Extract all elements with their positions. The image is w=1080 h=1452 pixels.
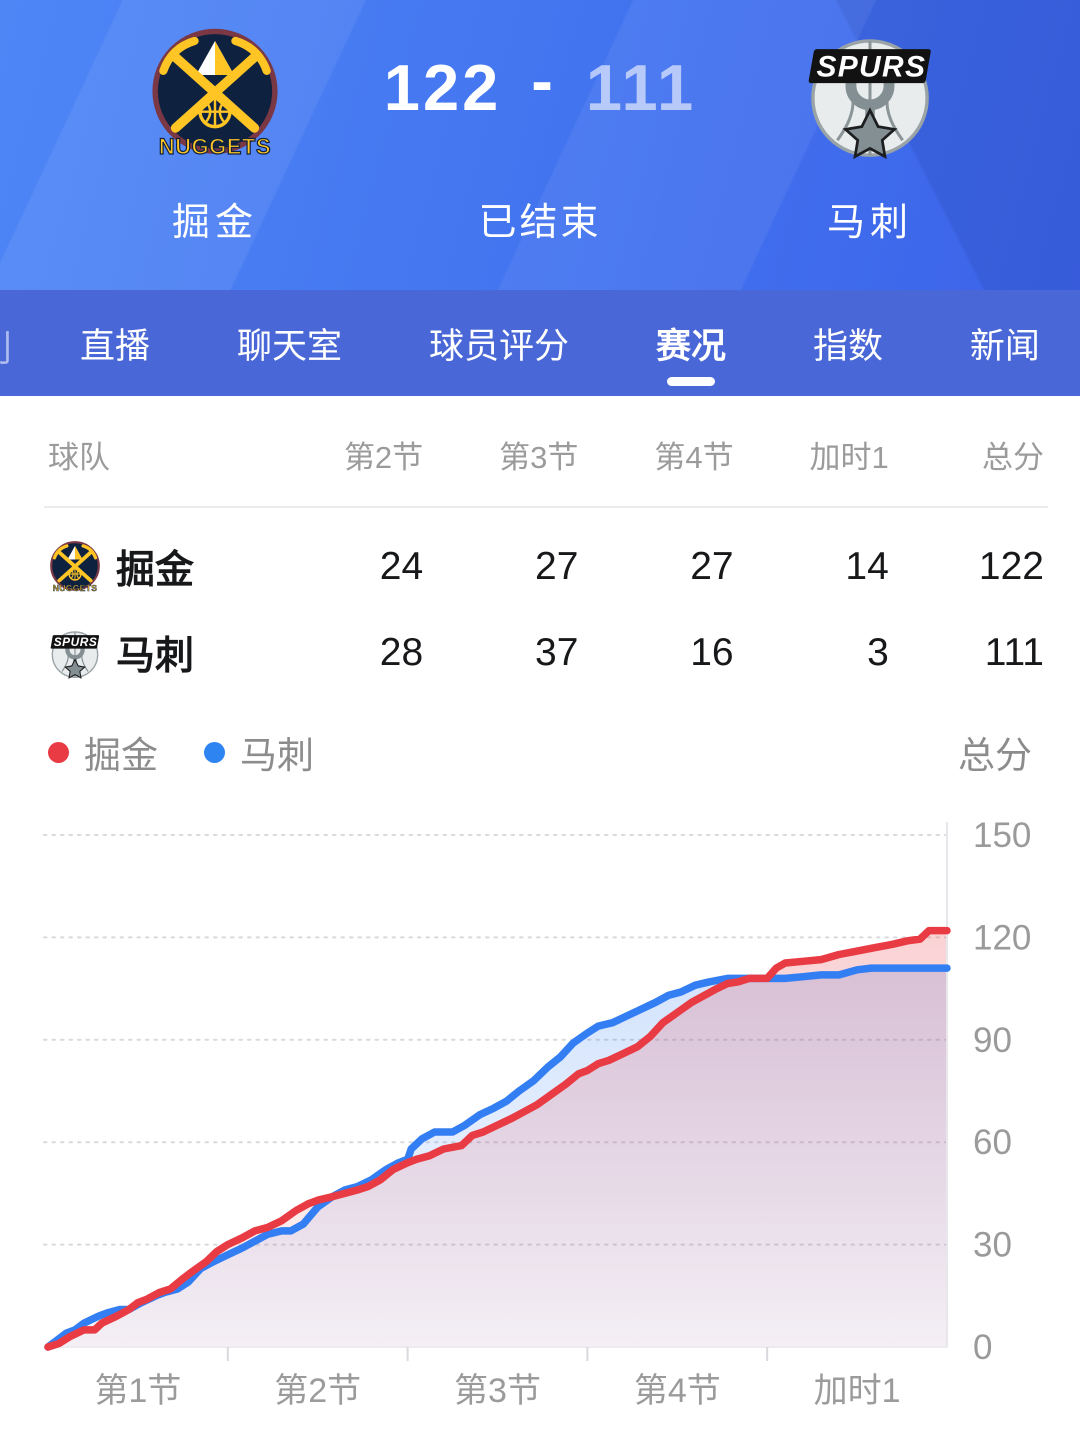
team-name: 掘金 xyxy=(116,549,195,592)
tab-聊天室[interactable]: 聊天室 xyxy=(236,326,342,366)
col-第4节: 第4节 xyxy=(654,439,734,475)
tab-直播[interactable]: 直播 xyxy=(80,326,151,366)
tab-球员评分[interactable]: 球员评分 xyxy=(428,326,569,366)
x-tick-label: 第4节 xyxy=(634,1372,721,1410)
col-加时1: 加时1 xyxy=(809,439,889,475)
col-第3节: 第3节 xyxy=(499,439,579,475)
away-team-name: 马刺 xyxy=(826,202,913,244)
chart-legend-row: 掘金 马刺 总分 xyxy=(48,724,1032,780)
score-cell: 14 xyxy=(845,545,889,588)
col-第2节: 第2节 xyxy=(343,439,424,475)
y-tick-label: 30 xyxy=(973,1226,1012,1265)
line-掘金 xyxy=(44,926,951,1351)
y-tick-label: 150 xyxy=(973,816,1031,855)
x-tick-label: 加时1 xyxy=(814,1372,901,1410)
tab-指数[interactable]: 指数 xyxy=(812,326,883,366)
quarter-scores-table[interactable]: 球队 第2节 第3节 第4节 加时1 总分 掘金 24 27 27 14 122 马刺 28 37 16 3 1… xyxy=(0,396,1080,696)
legend-label: 掘金 xyxy=(84,735,158,776)
match-header: 122-111 掘金 已结束 马刺 xyxy=(0,0,1080,290)
score-cell: 27 xyxy=(535,545,579,588)
team-cell-马刺: 马刺 xyxy=(48,625,268,681)
home-team-name: 掘金 xyxy=(171,202,258,244)
final-score: 122-111 xyxy=(0,45,1080,124)
score-cell: 37 xyxy=(535,631,579,674)
score-cell: 122 xyxy=(978,545,1044,588)
away-score: 111 xyxy=(585,51,697,124)
legend-dot-掘金 xyxy=(48,741,69,763)
y-axis-title: 总分 xyxy=(958,735,1032,776)
y-tick-label: 120 xyxy=(973,918,1031,957)
x-tick-label: 第2节 xyxy=(274,1372,361,1410)
table-divider xyxy=(44,506,1048,508)
nuggets-logo-small xyxy=(48,540,102,594)
area-掘金 xyxy=(48,930,947,1347)
table-row-掘金: 掘金 24 27 27 14 122 xyxy=(0,524,1080,610)
y-tick-label: 60 xyxy=(973,1123,1012,1162)
x-tick-label: 第1节 xyxy=(94,1372,181,1410)
score-cell: 24 xyxy=(379,545,424,588)
table-body: 掘金 24 27 27 14 122 马刺 28 37 16 3 111 xyxy=(0,524,1080,696)
clipped-tab-fragment: 刂 xyxy=(0,320,13,372)
cumulative-score-chart: 0 30 60 90 120 150 第1节 第2节 第3节 第4节 加时1 xyxy=(43,816,1031,1410)
legend-item-马刺: 马刺 xyxy=(204,725,314,779)
y-tick-label: 0 xyxy=(973,1328,992,1367)
spurs-logo-small xyxy=(48,626,102,680)
chart-legend: 掘金 马刺 xyxy=(48,725,360,779)
team-name: 马刺 xyxy=(116,635,195,678)
score-cell: 16 xyxy=(690,631,734,674)
y-tick-label: 90 xyxy=(973,1021,1012,1060)
tab-赛况[interactable]: 赛况 xyxy=(656,290,726,396)
score-cell: 111 xyxy=(984,631,1044,674)
table-row-马刺: 马刺 28 37 16 3 111 xyxy=(0,610,1080,696)
score-cell: 28 xyxy=(379,631,424,674)
match-status: 已结束 xyxy=(478,202,602,244)
score-separator: - xyxy=(531,44,556,117)
col-总分: 总分 xyxy=(981,439,1044,475)
x-tick-label: 第3节 xyxy=(454,1372,541,1410)
home-score: 122 xyxy=(383,51,502,124)
score-cell: 27 xyxy=(690,545,734,588)
score-cell: 3 xyxy=(867,631,889,674)
table-header-row: 球队 第2节 第3节 第4节 加时1 总分 xyxy=(0,396,1080,506)
legend-label: 马刺 xyxy=(240,735,314,776)
legend-dot-马刺 xyxy=(204,741,225,763)
legend-item-掘金: 掘金 xyxy=(48,725,158,779)
team-cell-掘金: 掘金 xyxy=(48,539,268,595)
col-team: 球队 xyxy=(48,439,110,475)
tab-新闻[interactable]: 新闻 xyxy=(969,326,1040,366)
tab-bar: 刂 直播 聊天室 球员评分 赛况 指数 新闻 xyxy=(0,290,1080,396)
